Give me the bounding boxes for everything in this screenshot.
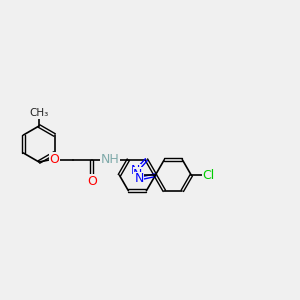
Text: N: N [135,172,144,185]
Text: O: O [50,153,59,166]
Text: N: N [131,164,140,177]
Text: O: O [87,175,97,188]
Text: Cl: Cl [202,169,215,182]
Text: CH₃: CH₃ [29,108,49,118]
Text: NH: NH [101,153,120,166]
Text: N: N [133,167,142,181]
